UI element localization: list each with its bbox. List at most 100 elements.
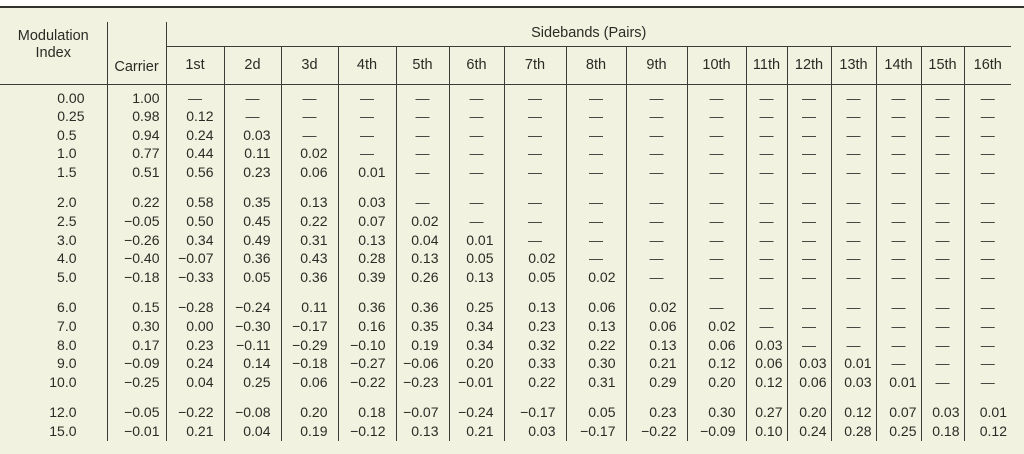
cell-sideband: 0.03 xyxy=(503,422,566,441)
cell-sideband: — xyxy=(920,335,964,355)
cell-sideband: 0.22 xyxy=(280,212,338,231)
table-row: 1.0 0.77 0.44 0.11 0.02— — — — — — — — — — — — — xyxy=(0,144,1011,163)
cell-sideband: — xyxy=(625,193,687,213)
cell-modulation-index: 8.0 xyxy=(0,335,108,355)
cell-sideband: 0.06 xyxy=(565,298,626,318)
cell-sideband: 0.01 xyxy=(448,230,504,250)
col-header-sideband-8th: 8th xyxy=(565,46,626,85)
cell-sideband: — xyxy=(395,193,449,213)
cell-sideband: — xyxy=(786,84,831,108)
cell-carrier: 0.22 xyxy=(107,193,167,213)
gap-cell xyxy=(0,286,108,299)
cell-sideband: — xyxy=(875,249,921,268)
cell-sideband: — xyxy=(625,249,687,268)
cell-modulation-index: 9.0 xyxy=(0,354,108,373)
cell-sideband: 0.05 xyxy=(503,267,566,287)
cell-sideband: — xyxy=(786,230,831,250)
cell-sideband: 0.16 xyxy=(337,317,396,336)
cell-sideband: — xyxy=(963,162,1011,182)
cell-carrier: 1.00 xyxy=(107,84,167,108)
cell-sideband: 0.02 xyxy=(503,249,566,268)
cell-sideband: 0.34 xyxy=(448,317,504,336)
cell-sideband: — xyxy=(920,372,964,392)
cell-sideband: — xyxy=(830,298,876,318)
cell-sideband: — xyxy=(875,125,921,145)
cell-sideband: 0.06 xyxy=(786,372,831,392)
cell-sideband: 0.25 xyxy=(448,298,504,318)
cell-sideband: — xyxy=(920,249,964,268)
cell-sideband: — xyxy=(686,212,746,231)
cell-sideband: — xyxy=(395,107,449,126)
cell-sideband: −0.17 xyxy=(280,317,338,336)
cell-sideband: — xyxy=(686,107,746,126)
cell-sideband: 0.01 xyxy=(963,403,1011,422)
cell-sideband: 0.21 xyxy=(448,422,504,441)
cell-sideband: 0.36 xyxy=(337,298,396,318)
cell-sideband: — xyxy=(448,144,504,163)
cell-sideband: 0.02 xyxy=(625,298,687,318)
cell-sideband: −0.18 xyxy=(280,354,338,373)
gap-cell xyxy=(503,181,566,194)
cell-sideband: 0.02 xyxy=(280,144,338,163)
cell-sideband: −0.33 xyxy=(165,267,224,287)
cell-sideband: — xyxy=(786,249,831,268)
col-header-sideband-13th: 13th xyxy=(830,46,876,85)
cell-sideband: 0.31 xyxy=(280,230,338,250)
cell-sideband: 0.13 xyxy=(337,230,396,250)
cell-sideband: 0.01 xyxy=(830,354,876,373)
cell-sideband: 0.03 xyxy=(337,193,396,213)
cell-sideband: 0.07 xyxy=(875,403,921,422)
col-header-sideband-5th: 5th xyxy=(395,46,449,85)
cell-sideband: −0.30 xyxy=(223,317,281,336)
cell-modulation-index: 0.5 xyxy=(0,125,108,145)
cell-sideband: — xyxy=(337,107,396,126)
cell-sideband: — xyxy=(223,84,281,108)
cell-sideband: −0.06 xyxy=(395,354,449,373)
cell-carrier: −0.26 xyxy=(107,230,167,250)
cell-sideband: — xyxy=(625,212,687,231)
cell-sideband: — xyxy=(786,298,831,318)
cell-sideband: — xyxy=(280,107,338,126)
cell-carrier: −0.25 xyxy=(107,372,167,392)
cell-sideband: — xyxy=(786,193,831,213)
table-row: 2.0 0.22 0.58 0.35 0.13 0.03— — — — — — — — — — — — xyxy=(0,193,1011,213)
cell-sideband: — xyxy=(963,107,1011,126)
cell-carrier: 0.30 xyxy=(107,317,167,336)
cell-carrier: 0.15 xyxy=(107,298,167,318)
cell-sideband: 0.05 xyxy=(448,249,504,268)
cell-carrier: −0.09 xyxy=(107,354,167,373)
cell-sideband: 0.39 xyxy=(337,267,396,287)
cell-sideband: −0.08 xyxy=(223,403,281,422)
gap-cell xyxy=(223,286,281,299)
cell-sideband: — xyxy=(786,317,831,336)
cell-sideband: — xyxy=(875,317,921,336)
cell-sideband: 0.33 xyxy=(503,354,566,373)
cell-carrier: −0.05 xyxy=(107,212,167,231)
cell-sideband: — xyxy=(920,212,964,231)
cell-sideband: 0.13 xyxy=(565,317,626,336)
cell-sideband: — xyxy=(503,230,566,250)
cell-sideband: 0.12 xyxy=(686,354,746,373)
cell-sideband: 0.20 xyxy=(280,403,338,422)
col-header-sidebands-group: Sidebands (Pairs) xyxy=(166,22,1011,47)
gap-cell xyxy=(448,391,504,404)
cell-sideband: — xyxy=(920,84,964,108)
gap-cell xyxy=(686,286,746,299)
cell-sideband: 0.02 xyxy=(565,267,626,287)
cell-sideband: 0.36 xyxy=(280,267,338,287)
cell-sideband: −0.27 xyxy=(337,354,396,373)
cell-sideband: −0.29 xyxy=(280,335,338,355)
group-gap-row xyxy=(0,286,1011,299)
cell-sideband: −0.24 xyxy=(223,298,281,318)
cell-sideband: −0.07 xyxy=(395,403,449,422)
gap-cell xyxy=(107,181,167,194)
table-header: Modulation Index Carrier Sidebands (Pair… xyxy=(0,22,1011,85)
cell-sideband: 0.30 xyxy=(686,403,746,422)
cell-modulation-index: 2.0 xyxy=(0,193,108,213)
cell-sideband: 0.24 xyxy=(165,125,224,145)
cell-carrier: −0.18 xyxy=(107,267,167,287)
cell-sideband: −0.12 xyxy=(337,422,396,441)
col-header-sideband-16th: 16th xyxy=(963,46,1011,85)
cell-sideband: — xyxy=(920,193,964,213)
cell-sideband: — xyxy=(686,193,746,213)
